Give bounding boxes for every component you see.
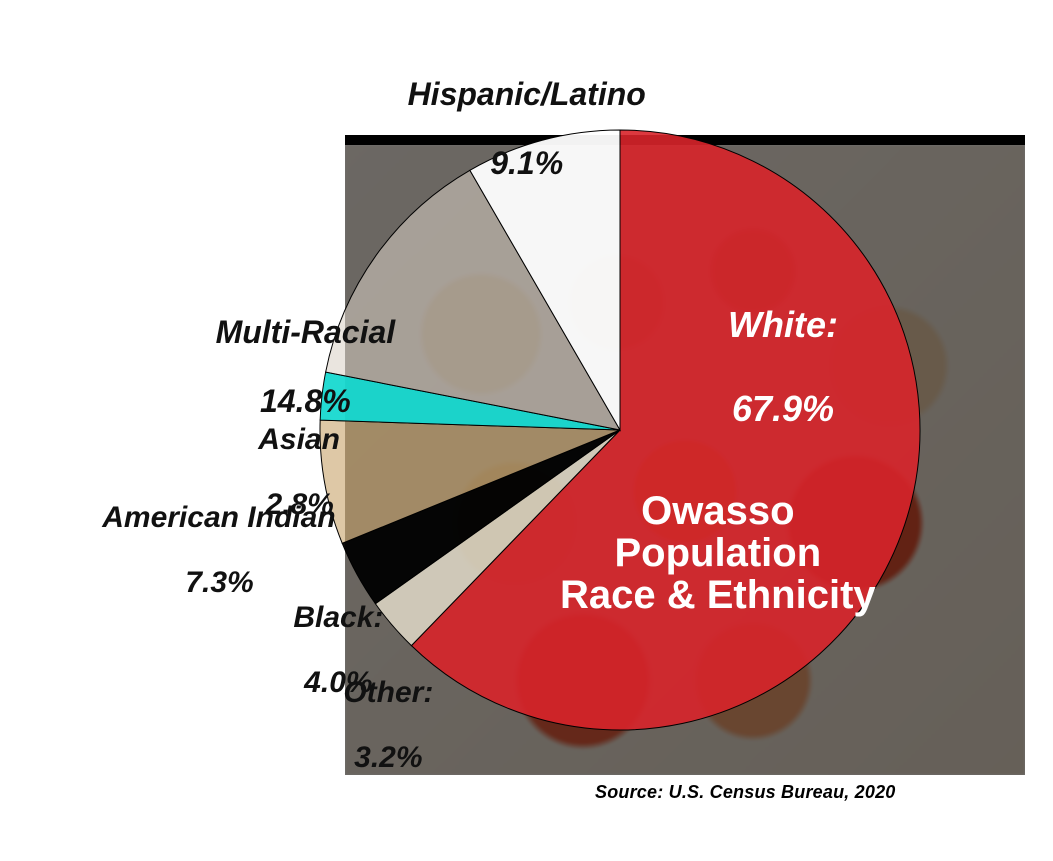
slice-label-text: Asian — [258, 423, 340, 456]
chart-stage: Hispanic/Latino 9.1% Multi-Racial 14.8% … — [0, 0, 1053, 861]
slice-label-text: Hispanic/Latino — [408, 76, 646, 112]
slice-label-white: White: 67.9% — [688, 262, 838, 472]
slice-label-pct: 3.2% — [354, 741, 422, 774]
slice-label-text: Other: — [343, 676, 433, 709]
inner-title-line2: Population — [560, 532, 876, 574]
slice-label-other: Other: 3.2% — [310, 645, 433, 807]
inner-title-line3: Race & Ethnicity — [560, 574, 876, 616]
slice-label-hispanic: Hispanic/Latino 9.1% — [372, 42, 646, 215]
source-citation: Source: U.S. Census Bureau, 2020 — [595, 782, 896, 803]
slice-label-text: Multi-Racial — [216, 314, 396, 350]
chart-inner-title: Owasso Population Race & Ethnicity — [560, 490, 876, 616]
slice-label-pct: 9.1% — [490, 145, 563, 181]
inner-title-line1: Owasso — [560, 490, 876, 532]
slice-label-text: Black: — [293, 601, 383, 634]
slice-label-text: White: — [728, 304, 838, 345]
slice-label-pct: 67.9% — [732, 388, 834, 429]
slice-label-pct: 7.3% — [185, 566, 253, 599]
slice-label-text: American Indian — [102, 501, 335, 534]
